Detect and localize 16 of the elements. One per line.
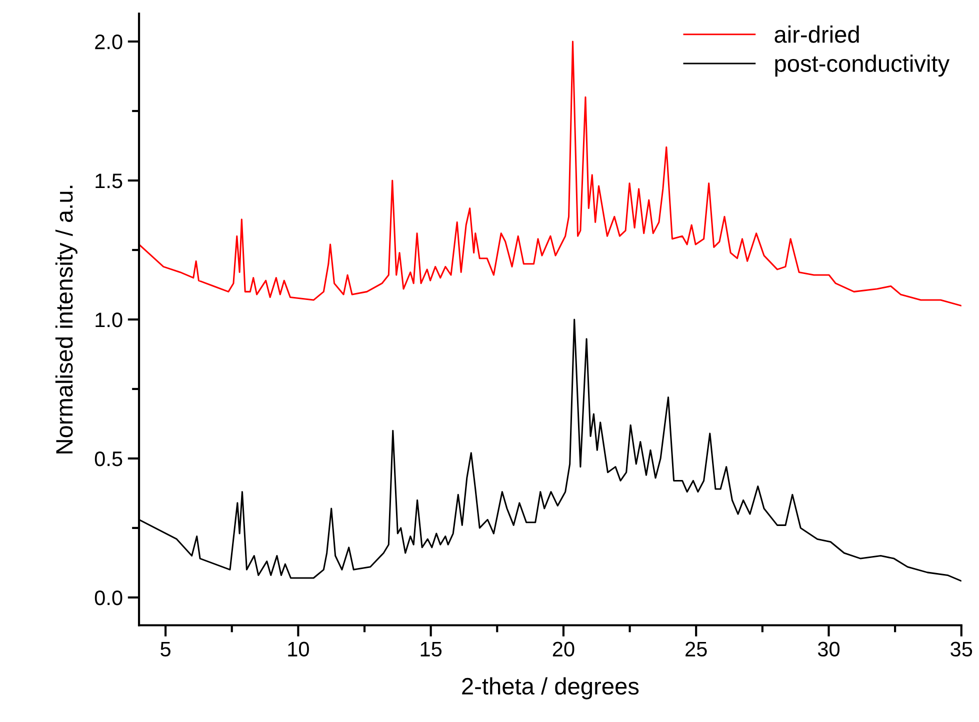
x-tick-label: 25 — [686, 642, 707, 657]
x-tick-label: 10 — [288, 642, 309, 657]
legend-label: post-conductivity — [775, 54, 950, 77]
x-tick-label: 5 — [160, 642, 170, 657]
y-tick-label: 0.0 — [94, 590, 122, 606]
legend-label: air-dried — [774, 26, 859, 43]
y-tick-label: 0.5 — [94, 451, 122, 466]
x-axis-title: 2-theta / degrees — [462, 677, 639, 700]
y-tick-label: 1.5 — [96, 174, 122, 188]
x-tick-label: 30 — [818, 642, 840, 657]
y-axis-title: Normalised intensity / a.u. — [55, 186, 78, 454]
y-tick-label: 2.0 — [95, 34, 122, 50]
y-tick-label: 1.0 — [96, 312, 122, 328]
x-tick-label: 20 — [552, 642, 574, 657]
x-tick-label: 35 — [950, 642, 972, 657]
x-tick-label: 15 — [420, 642, 442, 657]
